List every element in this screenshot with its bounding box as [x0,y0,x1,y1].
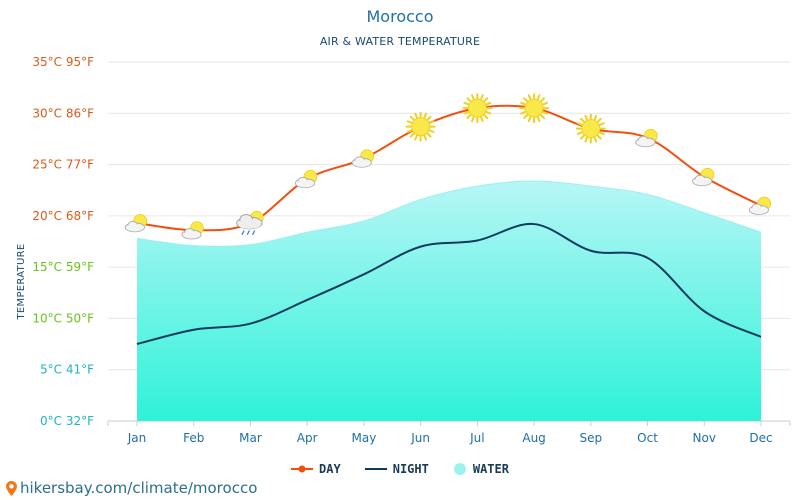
partly-cloudy-icon [351,149,375,168]
sun-icon [405,111,436,142]
x-tick-label: Nov [693,431,716,445]
x-tick-label: Jan [127,431,147,445]
partly-cloudy-icon [124,213,148,233]
x-tick-label: Dec [749,431,772,445]
sun-icon [519,93,550,124]
chart-subtitle: AIR & WATER TEMPERATURE [319,35,481,48]
night-line [136,223,762,346]
sun-icon [575,113,606,144]
x-tick-label: Jul [469,431,484,445]
x-tick-label: Sep [580,431,603,445]
legend-water[interactable]: WATER [453,462,509,476]
night-line-layer [136,223,762,346]
partly-cloudy-icon [635,128,658,148]
y-tick-label: 0°C 32°F [40,414,94,428]
legend-night-marker [364,468,387,470]
partly-cloudy-icon [294,169,318,189]
legend-day-label: DAY [319,462,341,476]
x-tick-label: May [352,431,377,445]
source-link-text: hikersbay.com/climate/morocco [20,479,258,497]
y-axis-ticks: 0°C 32°F 5°C 41°F 10°C 50°F 15°C 59°F 20°C 6… [32,55,94,428]
legend-day-marker [291,465,314,473]
chart-title: Morocco [366,7,434,26]
y-tick-label: 20°C 68°F [32,209,94,223]
legend-day[interactable]: DAY [291,462,341,476]
source-link[interactable]: hikersbay.com/climate/morocco [6,479,257,497]
y-axis-label: TEMPERATURE [16,243,27,320]
legend-water-label: WATER [472,462,509,476]
y-tick-label: 35°C 95°F [32,55,94,69]
x-tick-label: Mar [239,431,262,445]
water-line [136,180,762,247]
rain-cloud-icon [235,210,264,236]
x-tick-label: Jun [410,431,430,445]
partly-cloudy-icon [748,196,772,215]
x-axis-ticks: Jan Feb Mar Apr May Jun Jul Aug Sep Oct Nov Dec [107,421,791,445]
sun-icon [462,93,493,124]
x-tick-label: Aug [522,431,545,445]
legend-night[interactable]: NIGHT [364,462,429,476]
legend-water-marker [453,463,466,475]
water-area [137,180,761,421]
x-tick-label: Oct [637,431,658,445]
x-tick-label: Apr [297,431,318,445]
y-tick-label: 25°C 77°F [32,158,94,172]
legend-night-label: NIGHT [392,462,429,476]
x-tick-label: Feb [183,431,204,445]
water-area-layer [136,180,762,421]
partly-cloudy-icon [181,221,204,240]
map-pin-icon [6,480,17,496]
y-tick-label: 15°C 59°F [32,260,94,274]
y-tick-label: 10°C 50°F [32,311,94,325]
chart-legend: DAY NIGHT WATER [0,462,800,476]
y-tick-label: 5°C 41°F [40,363,94,377]
y-tick-label: 30°C 86°F [32,106,94,120]
